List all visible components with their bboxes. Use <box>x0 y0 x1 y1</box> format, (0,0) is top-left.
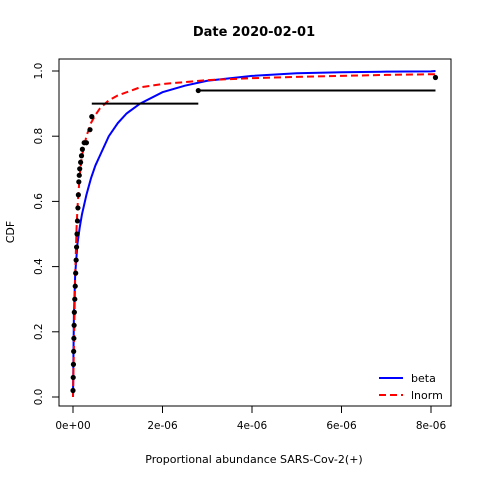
y-tick-label: 0.6 <box>33 193 45 210</box>
empirical-point <box>73 244 80 250</box>
y-tick-label: 1.0 <box>33 63 45 80</box>
y-tick-label: 0.0 <box>33 389 45 406</box>
points-layer <box>70 74 439 394</box>
legend-label-beta: beta <box>411 372 436 385</box>
empirical-point <box>72 296 78 302</box>
x-tick-label: 2e-06 <box>147 420 178 432</box>
x-axis-label: Proportional abundance SARS-Cov-2(+) <box>145 453 362 466</box>
x-tick-label: 4e-06 <box>237 420 268 432</box>
y-tick-label: 0.4 <box>33 258 45 275</box>
empirical-point <box>78 159 84 165</box>
empirical-point <box>71 322 77 328</box>
empirical-point <box>70 387 76 394</box>
empirical-point <box>72 283 78 289</box>
legend: beta lnorm <box>379 372 443 402</box>
empirical-point <box>74 231 80 237</box>
empirical-point <box>432 74 439 81</box>
empirical-point <box>71 348 77 354</box>
empirical-point <box>73 270 79 276</box>
empirical-point <box>70 361 77 367</box>
x-tick-label: 6e-06 <box>326 420 357 432</box>
y-tick-label: 0.8 <box>33 128 45 145</box>
empirical-point <box>87 127 93 133</box>
empirical-point <box>74 218 81 224</box>
empirical-point <box>71 309 77 315</box>
empirical-point <box>76 172 82 178</box>
empirical-point <box>75 192 81 198</box>
empirical-point <box>77 166 83 172</box>
empirical-point <box>73 257 79 263</box>
empirical-point <box>71 335 77 341</box>
y-axis-label: CDF <box>4 221 17 243</box>
empirical-point <box>70 374 76 381</box>
y-tick-label: 0.2 <box>33 323 45 340</box>
empirical-point <box>89 114 95 120</box>
x-tick-label: 0e+00 <box>55 420 90 432</box>
empirical-point <box>76 179 82 185</box>
x-tick-label: 8e-06 <box>416 420 447 432</box>
empirical-point <box>83 140 90 146</box>
legend-label-lnorm: lnorm <box>411 389 443 402</box>
empirical-point <box>195 87 201 94</box>
empirical-point <box>79 146 85 152</box>
empirical-point <box>75 205 81 211</box>
chart-title: Date 2020-02-01 <box>193 25 315 40</box>
plot-frame <box>58 58 452 407</box>
empirical-point <box>78 153 85 159</box>
